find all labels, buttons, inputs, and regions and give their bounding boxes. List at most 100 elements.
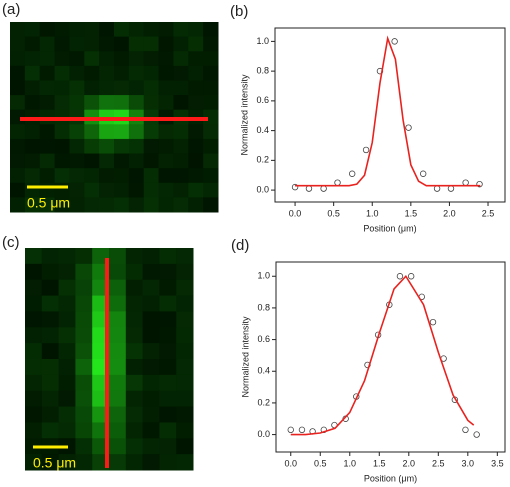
pixel bbox=[99, 182, 115, 198]
pixel bbox=[128, 182, 145, 198]
pixel bbox=[24, 197, 41, 213]
data-point bbox=[320, 185, 327, 192]
pixel bbox=[142, 311, 160, 328]
pixel bbox=[143, 22, 160, 38]
pixel bbox=[125, 263, 144, 281]
pixel bbox=[109, 263, 127, 281]
pixel bbox=[158, 197, 174, 213]
pixel bbox=[69, 51, 85, 67]
pixel bbox=[84, 182, 100, 198]
pixel bbox=[114, 124, 130, 140]
pixel bbox=[159, 438, 177, 455]
pixel bbox=[54, 95, 70, 111]
pixel bbox=[39, 36, 56, 52]
pixel bbox=[142, 422, 160, 439]
data-point bbox=[305, 185, 313, 192]
pixel bbox=[128, 124, 145, 140]
pixel bbox=[25, 279, 43, 297]
microscopy-image-c bbox=[25, 248, 194, 471]
pixel bbox=[75, 295, 93, 312]
pixel bbox=[159, 406, 177, 423]
pixel bbox=[109, 311, 127, 328]
pixel bbox=[109, 374, 127, 392]
pixel bbox=[25, 406, 43, 423]
pixel bbox=[142, 327, 160, 344]
pixel bbox=[109, 454, 127, 471]
data-point bbox=[287, 426, 294, 434]
pixel bbox=[84, 51, 100, 67]
pixel bbox=[99, 153, 115, 169]
pixel bbox=[128, 153, 145, 169]
pixel bbox=[41, 359, 60, 376]
pixel bbox=[69, 182, 85, 198]
y-tick-label: 0.0 bbox=[256, 184, 269, 194]
pixel bbox=[10, 168, 26, 184]
pixel bbox=[128, 80, 145, 96]
pixel bbox=[41, 311, 60, 328]
pixel bbox=[75, 343, 93, 360]
y-tick-label: 0.8 bbox=[256, 66, 269, 76]
pixel bbox=[69, 95, 85, 111]
pixel bbox=[128, 65, 145, 81]
y-tick-label: 0.4 bbox=[256, 125, 269, 135]
pixel bbox=[158, 124, 174, 140]
x-tick-label: 1.5 bbox=[405, 208, 418, 218]
pixel bbox=[10, 182, 26, 198]
pixel bbox=[54, 138, 70, 155]
pixel bbox=[143, 138, 160, 155]
pixel bbox=[176, 279, 194, 297]
pixel bbox=[159, 422, 177, 439]
pixel bbox=[109, 295, 127, 312]
pixel bbox=[176, 422, 194, 439]
pixel bbox=[142, 279, 160, 297]
pixel bbox=[114, 36, 130, 52]
pixel bbox=[173, 51, 189, 67]
pixel bbox=[99, 22, 115, 38]
pixel bbox=[99, 95, 115, 111]
pixel bbox=[114, 51, 130, 67]
pixel bbox=[75, 248, 93, 265]
pixel bbox=[158, 65, 174, 81]
x-tick-label: 2.5 bbox=[482, 208, 495, 218]
pixel bbox=[128, 95, 145, 111]
x-tick-label: 3.0 bbox=[462, 458, 475, 468]
pixel bbox=[25, 248, 43, 265]
pixel bbox=[41, 248, 60, 265]
pixel bbox=[10, 65, 26, 81]
pixel bbox=[84, 80, 100, 96]
pixel bbox=[10, 51, 26, 67]
data-point bbox=[334, 179, 341, 186]
pixel bbox=[54, 51, 70, 67]
pixel bbox=[25, 454, 43, 471]
pixel bbox=[143, 80, 160, 96]
pixel bbox=[158, 22, 174, 38]
pixel bbox=[143, 182, 160, 198]
pixel bbox=[159, 374, 177, 392]
data-point bbox=[462, 426, 469, 434]
x-axis-label: Position (μm) bbox=[364, 473, 417, 483]
pixel bbox=[24, 80, 41, 96]
pixel bbox=[125, 454, 144, 471]
y-tick-label: 0.2 bbox=[257, 397, 270, 407]
data-point bbox=[429, 318, 437, 326]
y-tick-label: 1.0 bbox=[257, 271, 270, 281]
pixel bbox=[109, 248, 127, 265]
pixel bbox=[39, 197, 56, 213]
pixel bbox=[188, 182, 204, 198]
pixel bbox=[58, 422, 76, 439]
pixel bbox=[142, 248, 160, 265]
pixel bbox=[128, 36, 145, 52]
x-tick-label: 3.5 bbox=[491, 458, 504, 468]
y-tick-label: 0.4 bbox=[257, 366, 270, 376]
pixel bbox=[24, 36, 41, 52]
pixel bbox=[25, 422, 43, 439]
pixel bbox=[75, 438, 93, 455]
pixel bbox=[99, 197, 115, 213]
data-point bbox=[407, 273, 415, 280]
pixel bbox=[25, 343, 43, 360]
pixel bbox=[24, 153, 41, 169]
y-tick-label: 0.0 bbox=[257, 429, 270, 439]
pixel bbox=[24, 138, 41, 155]
pixel bbox=[109, 406, 127, 423]
pixel bbox=[159, 327, 177, 344]
